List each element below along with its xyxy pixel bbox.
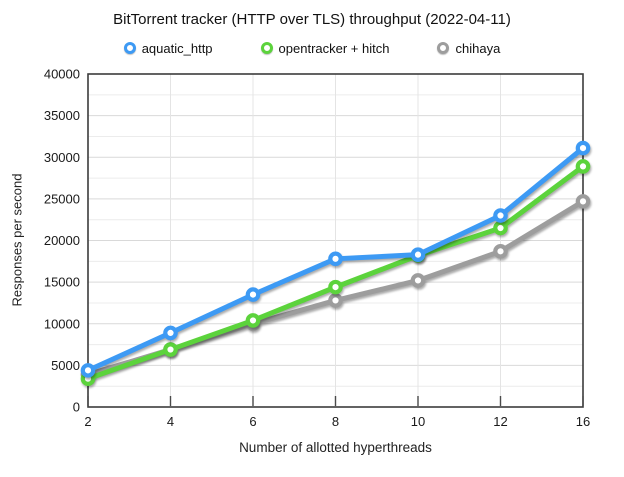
y-tick-label: 0: [73, 400, 80, 415]
y-axis-title: Responses per second: [9, 173, 25, 307]
legend-item-chihaya: chihaya: [437, 41, 500, 56]
series-opentracker-hitch: [80, 159, 591, 386]
legend-item-opentracker-hitch: opentracker + hitch: [260, 40, 390, 56]
data-point: [410, 273, 426, 288]
x-tick-label: 10: [411, 414, 425, 429]
legend-marker-opentracker-hitch-icon: [260, 42, 273, 54]
x-axis-title: Number of allotted hyperthreads: [239, 440, 432, 455]
y-tick-label: 40000: [44, 67, 80, 82]
data-point: [163, 325, 178, 341]
data-point: [163, 342, 178, 357]
legend: aquatic_http opentracker + hitch chihaya: [0, 39, 624, 57]
series-aquatic-http: [80, 140, 591, 378]
x-tick-label: 16: [576, 414, 590, 429]
data-point: [328, 251, 343, 267]
data-point: [493, 208, 508, 223]
data-point: [410, 247, 426, 262]
legend-item-aquatic-http: aquatic_http: [123, 40, 213, 56]
y-tick-label: 10000: [44, 316, 80, 331]
data-point: [575, 194, 591, 209]
legend-marker-chihaya-icon: [437, 42, 450, 54]
plot-frame: [87, 73, 584, 408]
data-point: [493, 220, 508, 236]
data-point: [493, 244, 508, 259]
data-point: [80, 363, 96, 378]
x-tick-label: 12: [493, 414, 507, 429]
chart-title: BitTorrent tracker (HTTP over TLS) throu…: [113, 11, 511, 28]
x-tick-label: 6: [249, 414, 256, 429]
y-tick-label: 5000: [51, 358, 80, 373]
legend-marker-aquatic-http-icon: [123, 42, 136, 54]
data-point: [245, 287, 261, 302]
data-point: [575, 159, 591, 174]
y-tick-label: 25000: [44, 191, 80, 206]
y-tick-label: 20000: [44, 233, 80, 248]
data-point: [575, 140, 591, 156]
x-tick-label: 8: [332, 414, 339, 429]
legend-label-aquatic-http: aquatic_http: [141, 40, 213, 56]
x-tick-label: 2: [84, 414, 91, 429]
data-point: [328, 293, 343, 308]
data-point: [245, 313, 261, 328]
y-tick-label: 30000: [44, 150, 80, 165]
legend-label-chihaya: chihaya: [455, 40, 501, 56]
y-tick-label: 15000: [44, 275, 80, 290]
data-point: [328, 279, 343, 295]
legend-label-opentracker-hitch: opentracker + hitch: [278, 40, 390, 56]
x-tick-label: 4: [167, 414, 174, 429]
y-tick-label: 35000: [44, 108, 80, 123]
